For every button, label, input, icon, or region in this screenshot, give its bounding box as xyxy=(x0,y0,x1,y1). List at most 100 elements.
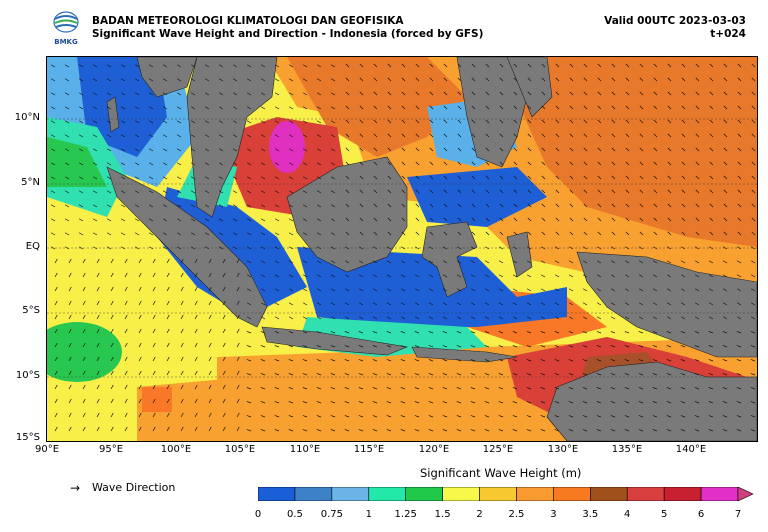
wave-arrow xyxy=(400,373,406,376)
wave-arrow xyxy=(737,189,742,194)
wave-arrow xyxy=(180,384,184,390)
wave-arrow xyxy=(485,231,490,236)
wave-arrow xyxy=(246,120,252,124)
wave-arrow xyxy=(680,429,686,432)
wave-arrow xyxy=(736,401,742,404)
wave-arrow xyxy=(302,232,308,236)
wave-arrow xyxy=(569,189,574,194)
wave-arrow xyxy=(180,272,184,278)
wave-arrow xyxy=(372,302,378,306)
wave-arrow xyxy=(667,119,672,124)
wave-arrow xyxy=(737,231,742,236)
wave-arrow xyxy=(176,218,182,222)
wave-arrow xyxy=(359,231,364,236)
wave-arrow xyxy=(583,203,588,208)
wave-arrow xyxy=(554,373,560,376)
wave-arrow xyxy=(190,190,196,194)
wave-arrow xyxy=(302,288,308,292)
wave-arrow xyxy=(456,373,462,376)
wave-arrow xyxy=(386,359,392,362)
wave-arrow xyxy=(499,77,504,82)
wave-arrow xyxy=(582,274,588,278)
wave-arrow xyxy=(236,258,240,264)
wave-arrow xyxy=(456,274,462,278)
wave-arrow xyxy=(180,356,184,362)
wave-arrow xyxy=(611,119,616,124)
wave-arrow xyxy=(236,398,240,404)
valid-time: Valid 00UTC 2023-03-03 xyxy=(604,15,746,27)
wave-arrow xyxy=(138,370,142,376)
wave-arrow xyxy=(124,300,128,306)
wave-arrow xyxy=(162,64,168,68)
wave-arrow xyxy=(194,342,198,348)
wave-arrow xyxy=(428,260,434,264)
wave-arrow xyxy=(513,203,518,208)
colorbar-tick: 6 xyxy=(697,509,705,520)
wave-arrow xyxy=(288,162,294,166)
wave-arrow xyxy=(82,342,86,348)
wave-arrow xyxy=(176,162,182,166)
wave-arrow xyxy=(208,356,212,362)
wave-arrow xyxy=(78,218,84,222)
wave-arrow xyxy=(148,134,154,138)
wave-arrow xyxy=(484,429,490,432)
wave-arrow xyxy=(751,77,756,82)
wave-arrow xyxy=(484,316,490,320)
wave-arrow xyxy=(681,231,686,236)
wave-arrow xyxy=(330,345,336,348)
wave-arrow xyxy=(708,331,714,334)
wave-arrow xyxy=(498,260,504,264)
wave-arrow xyxy=(722,316,728,320)
wave-arrow xyxy=(68,286,72,292)
wave-arrow xyxy=(624,260,630,264)
wave-arrow xyxy=(750,316,756,320)
wave-arrow xyxy=(513,147,518,152)
wave-arrow xyxy=(106,190,112,194)
wave-arrow xyxy=(260,232,266,236)
wave-arrow xyxy=(568,331,574,334)
wave-arrow xyxy=(484,401,490,404)
x-tick: 105°E xyxy=(224,444,256,455)
wave-arrow xyxy=(120,134,126,138)
wave-arrow xyxy=(120,190,126,194)
wave-arrow xyxy=(134,134,140,138)
wave-arrow xyxy=(260,302,266,306)
wave-arrow xyxy=(96,370,100,376)
wave-arrow xyxy=(176,176,182,180)
wave-arrow xyxy=(526,415,532,418)
wave-arrow xyxy=(401,133,406,138)
wave-arrow xyxy=(709,231,714,236)
wave-arrow xyxy=(470,373,476,376)
wave-arrow xyxy=(681,203,686,208)
wave-arrow xyxy=(176,78,182,82)
colorbar-title: Significant Wave Height (m) xyxy=(420,466,582,480)
wave-arrow xyxy=(68,412,72,418)
wave-arrow xyxy=(190,134,196,138)
wave-arrow xyxy=(639,147,644,152)
wave-arrow xyxy=(54,272,58,278)
wave-arrow xyxy=(92,218,98,222)
wave-arrow xyxy=(302,64,308,68)
wave-arrow xyxy=(386,429,392,432)
wave-arrow xyxy=(288,373,294,376)
wave-arrow xyxy=(513,189,518,194)
wave-arrow xyxy=(680,316,686,320)
wave-arrow xyxy=(597,231,602,236)
wave-arrow xyxy=(540,387,546,390)
wave-arrow xyxy=(246,162,252,166)
wave-arrow xyxy=(611,77,616,82)
wave-arrow xyxy=(737,91,742,96)
wave-arrow xyxy=(485,119,490,124)
wave-arrow xyxy=(428,316,434,320)
wave-arrow xyxy=(387,217,392,222)
wave-arrow xyxy=(106,106,112,110)
wave-arrow xyxy=(246,106,252,110)
wave-arrow xyxy=(162,92,168,96)
wave-arrow xyxy=(694,316,700,320)
wave-arrow xyxy=(736,415,742,418)
wave-arrow xyxy=(414,401,420,404)
wave-arrow xyxy=(638,274,644,278)
wave-arrow xyxy=(456,260,462,264)
wave-arrow xyxy=(120,204,126,208)
wave-arrow xyxy=(218,92,224,96)
